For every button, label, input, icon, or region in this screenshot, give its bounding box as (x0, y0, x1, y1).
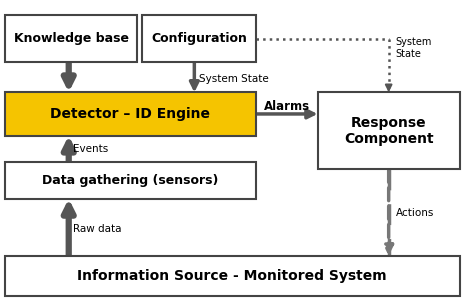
Bar (5, 256, 460, 296)
Bar (5, 92, 256, 136)
Text: Detector – ID Engine: Detector – ID Engine (50, 107, 210, 121)
Text: Information Source - Monitored System: Information Source - Monitored System (77, 269, 387, 283)
Bar (318, 92, 460, 169)
Text: Knowledge base: Knowledge base (14, 32, 128, 45)
Text: Raw data: Raw data (73, 225, 122, 234)
Text: System State: System State (199, 74, 269, 83)
Bar (5, 162, 256, 199)
Bar (142, 15, 256, 62)
Text: Configuration: Configuration (151, 32, 247, 45)
Text: Response
Component: Response Component (344, 116, 434, 146)
Text: Alarms: Alarms (264, 100, 310, 113)
Text: Data gathering (sensors): Data gathering (sensors) (42, 174, 219, 187)
Text: System
State: System State (396, 37, 432, 59)
Text: Actions: Actions (396, 208, 434, 217)
Text: Events: Events (73, 144, 109, 154)
Bar (5, 15, 137, 62)
